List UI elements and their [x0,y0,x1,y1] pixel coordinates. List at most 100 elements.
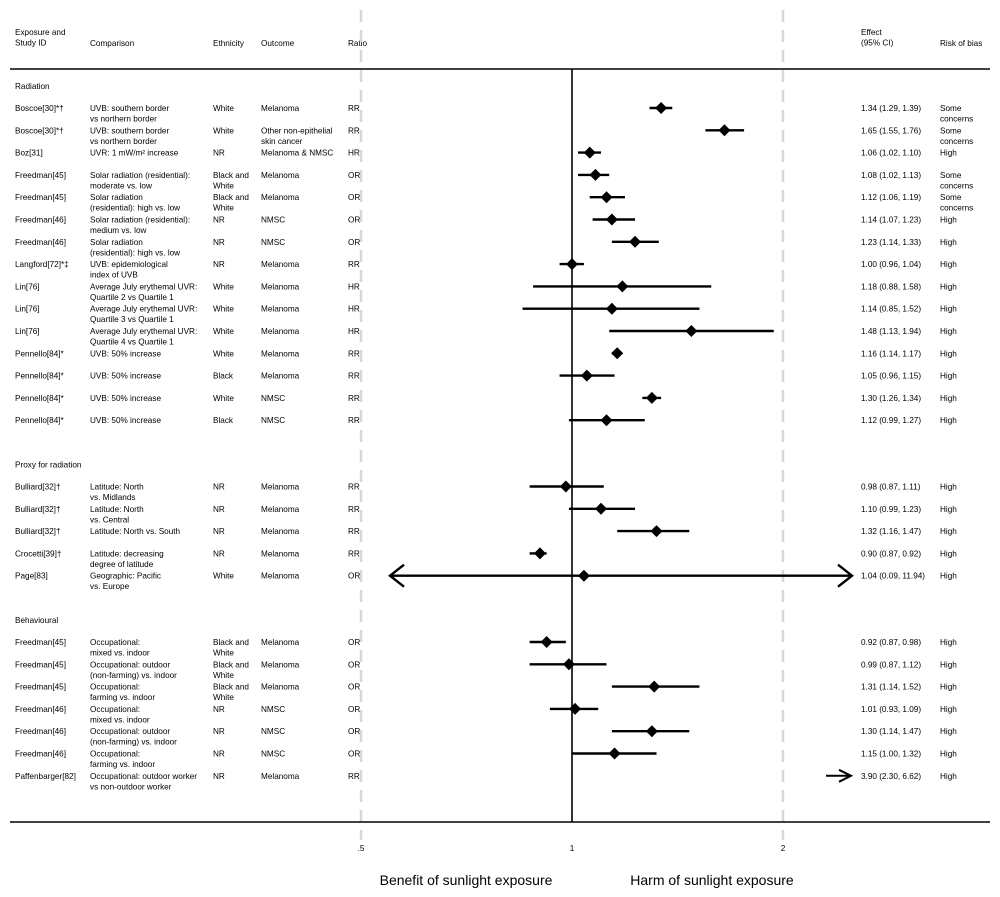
ethnicity: NR [213,149,225,158]
point-estimate-diamond [600,191,613,204]
risk-of-bias: Some [940,171,962,180]
ethnicity: Black and [213,638,249,647]
study-id: Bulliard[32]† [15,505,61,514]
effect-ci: 1.30 (1.14, 1.47) [861,727,921,736]
risk-of-bias: High [940,260,957,269]
study-id: Boz[31] [15,149,43,158]
effect-ci: 1.08 (1.02, 1.13) [861,171,921,180]
ethnicity: White [213,327,234,336]
risk-of-bias: High [940,327,957,336]
comparison: Quartile 2 vs Quartile 1 [90,293,174,302]
ratio-type: RR [348,104,360,113]
risk-of-bias: High [940,305,957,314]
outcome: Melanoma [261,683,300,692]
comparison: Occupational: [90,683,140,692]
ratio-type: RR [348,549,360,558]
ratio-type: OR [348,238,360,247]
ratio-type: OR [348,171,360,180]
risk-of-bias: High [940,394,957,403]
comparison: (non-farming) vs. indoor [90,738,177,747]
comparison: Occupational: [90,638,140,647]
risk-of-bias: Some [940,104,962,113]
study-id: Boscoe[30]*† [15,104,64,113]
comparison: vs. Midlands [90,493,136,502]
effect-ci: 1.31 (1.14, 1.52) [861,683,921,692]
point-estimate-diamond [645,391,658,404]
ratio-type: HR [348,282,360,291]
group-label: Radiation [15,82,50,91]
ethnicity: NR [213,505,225,514]
risk-of-bias: High [940,483,957,492]
x-tick-label: 2 [781,844,786,853]
effect-ci: 1.14 (1.07, 1.23) [861,216,921,225]
comparison: Solar radiation [90,238,143,247]
header-risk: Risk of bias [940,39,982,48]
study-id: Paffenbarger[82] [15,772,76,781]
study-id: Pennello[84]* [15,372,65,381]
header-comparison: Comparison [90,39,135,48]
ratio-type: OR [348,705,360,714]
outcome: Other non-epithelial [261,126,333,135]
comparison: vs. Central [90,515,129,524]
comparison: farming vs. indoor [90,760,155,769]
ethnicity: Black and [213,193,249,202]
effect-ci: 1.00 (0.96, 1.04) [861,260,921,269]
effect-ci: 1.14 (0.85, 1.52) [861,305,921,314]
ethnicity: NR [213,705,225,714]
effect-ci: 3.90 (2.30, 6.62) [861,772,921,781]
ethnicity: NR [213,750,225,759]
header-ratio: Ratio [348,39,368,48]
ratio-type: RR [348,483,360,492]
comparison: Latitude: North vs. South [90,527,181,536]
point-estimate-diamond [533,547,546,560]
comparison: Average July erythemal UVR: [90,305,197,314]
outcome: NMSC [261,416,285,425]
comparison: UVB: 50% increase [90,394,161,403]
effect-ci: 1.65 (1.55, 1.76) [861,126,921,135]
ratio-type: HR [348,149,360,158]
study-id: Freedman[46] [15,727,66,736]
outcome: Melanoma [261,483,300,492]
ratio-type: OR [348,660,360,669]
risk-of-bias: High [940,727,957,736]
risk-of-bias: High [940,705,957,714]
ratio-type: OR [348,727,360,736]
comparison: Occupational: outdoor [90,727,170,736]
ethnicity: White [213,349,234,358]
outcome: Melanoma [261,660,300,669]
ratio-type: OR [348,216,360,225]
point-estimate-diamond [629,235,642,248]
outcome: Melanoma [261,260,300,269]
ethnicity: NR [213,527,225,536]
outcome: Melanoma [261,505,300,514]
comparison: Quartile 4 vs Quartile 1 [90,338,174,347]
risk-of-bias: concerns [940,204,973,213]
outcome: Melanoma [261,282,300,291]
effect-ci: 1.34 (1.29, 1.39) [861,104,921,113]
ethnicity: NR [213,772,225,781]
comparison: index of UVB [90,271,138,280]
point-estimate-diamond [600,414,613,427]
point-estimate-diamond [562,658,575,671]
comparison: UVB: 50% increase [90,372,161,381]
study-id: Langford[72]*‡ [15,260,69,269]
point-estimate-diamond [605,213,618,226]
point-estimate-diamond [655,102,668,114]
header-study: Study ID [15,39,46,48]
risk-of-bias: High [940,416,957,425]
study-id: Bulliard[32]† [15,527,61,536]
comparison: UVB: southern border [90,104,169,113]
point-estimate-diamond [616,280,629,293]
study-id: Freedman[46] [15,705,66,714]
comparison: Average July erythemal UVR: [90,327,197,336]
comparison: Latitude: North [90,505,144,514]
ratio-type: RR [348,416,360,425]
header-outcome: Outcome [261,39,295,48]
comparison: vs. Europe [90,582,130,591]
risk-of-bias: concerns [940,181,973,190]
comparison: UVB: 50% increase [90,416,161,425]
risk-of-bias: High [940,349,957,358]
point-estimate-diamond [595,502,608,515]
outcome: Melanoma [261,527,300,536]
ethnicity: White [213,394,234,403]
